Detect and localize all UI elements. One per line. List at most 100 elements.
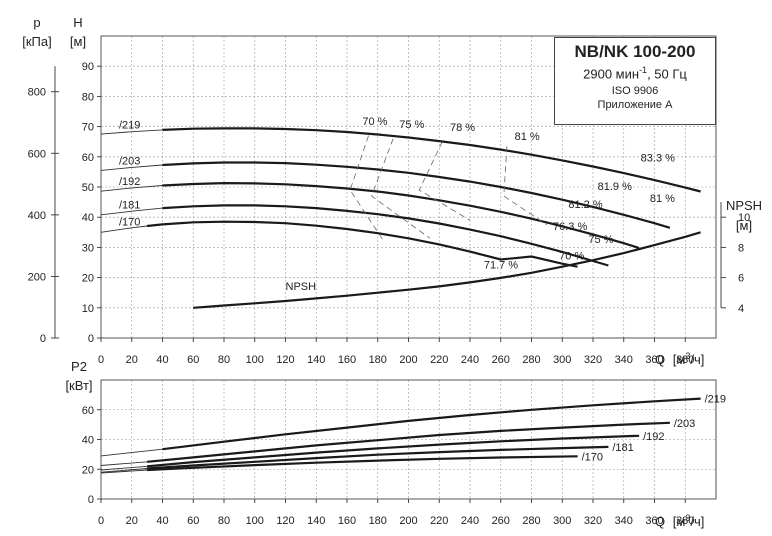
power-curve: [147, 445, 609, 470]
npsh-curve-label: NPSH: [286, 281, 317, 293]
flow-tick-label: 80: [218, 354, 230, 366]
flow-tick-label: 220: [430, 515, 448, 527]
power-curve: [147, 455, 578, 472]
efficiency-label: 70 %: [362, 116, 387, 128]
head-curve: [162, 181, 640, 250]
flow-tick-label: 200: [399, 354, 417, 366]
flow-tick-label: 60: [187, 515, 199, 527]
flow-tick-label: 200: [399, 515, 417, 527]
pump-speed: 2900 мин-1, 50 Гц: [583, 65, 687, 82]
head-tick-label: 40: [82, 212, 94, 224]
power-tick-label: 20: [82, 464, 94, 476]
head-tick-label: 80: [82, 91, 94, 103]
flow-tick-label: 40: [156, 354, 168, 366]
efficiency-iso-line: [371, 138, 431, 239]
flow-tick-label: 20: [126, 354, 138, 366]
head-curve: [146, 220, 578, 268]
npsh-tick-label: 6: [738, 273, 744, 285]
power-curve-label: /181: [612, 442, 633, 454]
power-curve-extension: [100, 469, 148, 474]
head-curve-label: /219: [119, 120, 140, 132]
npsh-axis-unit: [м]: [736, 218, 752, 233]
npsh-tick-label: 10: [738, 212, 750, 224]
npsh-tick-label: 4: [738, 303, 744, 315]
head-curve: [162, 127, 701, 193]
power-curve-extension: [100, 448, 163, 457]
flow-tick-label: 80: [218, 515, 230, 527]
pump-model: NB/NK 100-200: [574, 42, 696, 61]
power-curve-label: /203: [674, 418, 695, 430]
flow-tick-label: 220: [430, 354, 448, 366]
flow-tick-label: 380: [676, 354, 694, 366]
efficiency-label: 81 %: [515, 131, 540, 143]
head-curve-extension: [100, 185, 163, 192]
head-tick-label: 70: [82, 122, 94, 134]
flow-tick-label: 160: [338, 354, 356, 366]
head-curve-label: /170: [119, 217, 140, 229]
power-tick-label: 0: [88, 494, 94, 506]
flow-tick-label: 120: [276, 354, 294, 366]
head-curve-label: /203: [119, 156, 140, 168]
efficiency-label: 76.3 %: [553, 221, 587, 233]
flow-tick-label: 180: [369, 515, 387, 527]
head-curve-extension: [100, 207, 163, 216]
npsh-tick-label: 8: [738, 242, 744, 254]
flow-tick-label: 260: [492, 515, 510, 527]
efficiency-label: 70 %: [559, 250, 584, 262]
efficiency-label: 81.9 %: [598, 181, 632, 193]
power-curve-label: /192: [643, 431, 664, 443]
efficiency-label: 81.2 %: [568, 199, 602, 211]
flow-tick-label: 100: [246, 354, 264, 366]
power-curve: [147, 434, 640, 468]
head-tick-label: 90: [82, 61, 94, 73]
flow-tick-label: 240: [461, 515, 479, 527]
power-curve-label: /219: [705, 394, 726, 406]
head-tick-label: 10: [82, 303, 94, 315]
head-curve-label: /181: [119, 200, 140, 212]
flow-tick-label: 140: [307, 515, 325, 527]
flow-tick-label: 340: [615, 354, 633, 366]
efficiency-iso-line: [503, 146, 548, 226]
flow-tick-label: 360: [645, 354, 663, 366]
efficiency-label: 71.7 %: [484, 260, 518, 272]
head-tick-label: 60: [82, 152, 94, 164]
power-curve-extension: [100, 468, 148, 473]
standard-annex: Приложение А: [597, 99, 673, 112]
flow-axis-title-top: Q [м3/ч]: [655, 351, 704, 367]
flow-tick-label: 0: [98, 354, 104, 366]
efficiency-label: 78 %: [450, 122, 475, 134]
head-curve-extension: [100, 164, 163, 171]
flow-tick-label: 0: [98, 515, 104, 527]
flow-tick-label: 240: [461, 354, 479, 366]
power-axis-title: P2: [71, 359, 87, 374]
pump-info-box: NB/NK 100-200 2900 мин-1, 50 Гц ISO 9906…: [554, 37, 716, 125]
pressure-tick-label: 0: [40, 333, 46, 345]
efficiency-label: 83.3 %: [641, 152, 675, 164]
head-curve: [162, 161, 671, 229]
head-axis-unit: [м]: [70, 34, 86, 49]
power-curve-extension: [100, 465, 148, 471]
flow-tick-label: 160: [338, 515, 356, 527]
flow-tick-label: 260: [492, 354, 510, 366]
flow-tick-label: 20: [126, 515, 138, 527]
head-axis-title: H: [73, 15, 82, 30]
efficiency-label: 81 %: [650, 193, 675, 205]
npsh-curve: [193, 231, 701, 309]
flow-tick-label: 360: [645, 515, 663, 527]
power-tick-label: 40: [82, 435, 94, 447]
flow-tick-label: 320: [584, 515, 602, 527]
pressure-tick-label: 400: [28, 210, 46, 222]
head-tick-label: 0: [88, 333, 94, 345]
flow-tick-label: 340: [615, 515, 633, 527]
head-curve-extension: [100, 129, 163, 135]
pressure-tick-label: 600: [28, 148, 46, 160]
power-tick-label: 60: [82, 405, 94, 417]
pressure-axis-unit: [кПа]: [22, 34, 52, 49]
flow-tick-label: 380: [676, 515, 694, 527]
power-curve: [162, 397, 701, 451]
power-curve: [146, 421, 670, 463]
efficiency-label: 75 %: [588, 234, 613, 246]
flow-tick-label: 300: [553, 354, 571, 366]
